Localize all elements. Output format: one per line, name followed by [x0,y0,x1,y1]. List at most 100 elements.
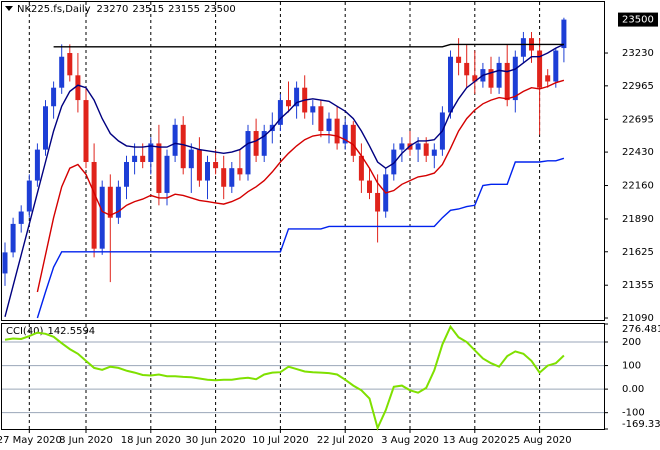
candle-body [537,50,543,88]
candle-body [213,161,219,169]
candle-body [172,124,178,156]
candle-body [488,69,494,88]
candle-body [326,118,332,132]
y-tick-label: 22965 [622,81,654,92]
candle-body [43,106,48,150]
candle-body [34,149,40,181]
y-tick-label: 276.4817 [622,324,660,335]
candle-body [464,62,470,76]
candle-body [310,106,316,113]
candle-body [10,223,16,253]
symbol-title: NK225.fs,Daily [17,4,91,15]
indicator-line [53,43,564,48]
indicator-line [4,324,565,431]
x-tick-label: 10 Jul 2020 [252,435,309,446]
candle-body [18,211,24,224]
candle-body [2,252,8,274]
candle-body [472,75,478,82]
y-tick-label: 22430 [622,147,654,158]
candle-body [561,19,567,49]
candle-body [261,131,267,156]
candle-body [399,143,405,150]
y-tick-label: 22695 [622,114,654,125]
candle-body [545,75,551,82]
candle-body [205,161,210,181]
price-label-box [618,12,658,27]
candle-body [334,118,340,144]
x-tick-label: 8 Jun 2020 [59,435,113,446]
candle-body [245,131,251,175]
chart-header: NK225.fs,Daily 23270 23515 23155 23500 [17,4,236,15]
candle-body [67,53,73,76]
y-tick-label: 21625 [622,247,654,258]
candle-body [229,168,235,187]
y-tick-label: -169.336 [622,419,660,430]
candle-body [367,180,372,193]
main-pane-frame [1,1,605,321]
candle-body [221,168,227,187]
candle-body [277,100,283,125]
candle-body [91,161,97,249]
x-tick-label: 22 Jul 2020 [317,435,374,446]
candle-body [132,155,138,162]
candle-body [99,186,105,249]
y-tick-label: -100 [622,408,645,419]
candle-body [140,155,146,162]
high-value: 23515 [132,4,164,15]
candle-body [512,56,518,101]
candle-body [391,149,397,175]
candle-body [553,50,559,82]
candle-body [456,56,462,63]
candle-body [431,149,437,156]
candle-body [164,155,170,193]
indicator-line [36,79,565,293]
x-tick-label: 30 Jun 2020 [186,435,246,446]
candle-body [448,56,453,113]
indicator-value: 142.5594 [47,326,95,337]
x-tick-label: 27 May 2020 [0,435,62,446]
y-tick-label: 200 [622,337,641,348]
candle-body [156,143,162,193]
candle-body [318,106,324,132]
y-tick-label: 23230 [622,48,654,59]
y-tick-label: 22160 [622,181,654,192]
candle-body [148,143,154,162]
candle-body [51,87,57,107]
y-tick-label: 21090 [622,313,654,324]
indicator-header: CCI(40) 142.5594 [6,326,95,337]
candle-body [286,100,291,107]
candle-body [520,38,526,57]
collapse-icon [5,6,13,11]
candle-body [59,56,65,88]
candle-body [237,168,243,175]
y-tick-label: 21890 [622,214,654,225]
candle-body [83,100,89,162]
x-tick-label: 25 Aug 2020 [508,435,572,446]
candle-body [107,186,113,218]
price-label: 23500 [622,15,654,26]
x-tick-label: 18 Jun 2020 [121,435,181,446]
indicator-pane-frame [1,323,605,430]
open-value: 23270 [97,4,129,15]
candle-body [180,124,186,169]
candle-body [115,186,121,218]
candle-body [188,149,194,169]
candle-body [358,155,364,181]
x-tick-label: 3 Aug 2020 [381,435,439,446]
y-tick-label: 21355 [622,280,654,291]
candle-body [253,131,259,156]
candle-body [375,192,381,212]
candle-body [350,124,356,156]
candle-body [415,143,421,150]
indicator-title: CCI(40) [6,326,44,337]
candle-body [26,180,32,212]
candle-body [342,124,348,144]
candle-body [504,62,510,101]
indicator-line [36,157,565,319]
low-value: 23155 [168,4,200,15]
x-tick-label: 13 Aug 2020 [443,435,507,446]
candle-body [124,161,129,187]
candle-body [423,143,429,156]
